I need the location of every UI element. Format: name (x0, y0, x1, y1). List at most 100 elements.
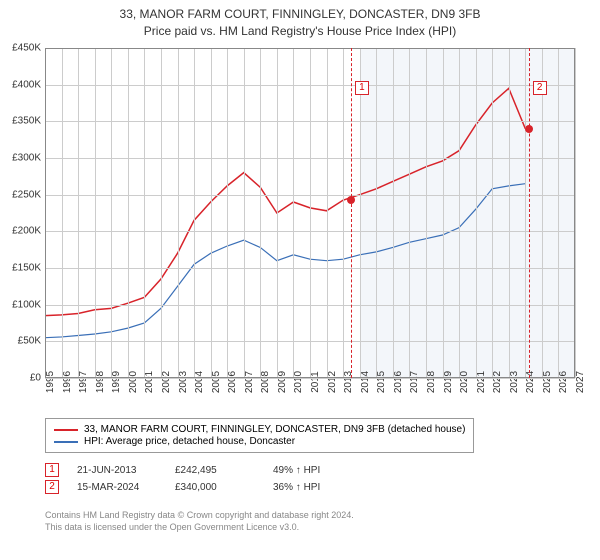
x-tick-label: 2024 (525, 371, 536, 393)
grid-horizontal (45, 268, 575, 269)
sale-dot (347, 196, 355, 204)
grid-vertical (111, 48, 112, 378)
y-tick-label: £450K (12, 43, 41, 54)
grid-horizontal (45, 305, 575, 306)
x-tick-label: 2021 (476, 371, 487, 393)
x-tick-label: 2005 (211, 371, 222, 393)
x-tick-label: 2022 (492, 371, 503, 393)
legend-swatch (54, 441, 78, 443)
grid-vertical (62, 48, 63, 378)
x-tick-label: 1997 (78, 371, 89, 393)
footer-line-1: Contains HM Land Registry data © Crown c… (45, 510, 354, 522)
title-line-1: 33, MANOR FARM COURT, FINNINGLEY, DONCAS… (0, 6, 600, 23)
legend-item: 33, MANOR FARM COURT, FINNINGLEY, DONCAS… (54, 424, 465, 435)
grid-vertical (525, 48, 526, 378)
x-tick-label: 2018 (426, 371, 437, 393)
x-tick-label: 2013 (343, 371, 354, 393)
grid-vertical (78, 48, 79, 378)
legend-swatch (54, 429, 78, 431)
legend-label: HPI: Average price, detached house, Donc… (84, 436, 295, 447)
x-tick-label: 2010 (293, 371, 304, 393)
x-tick-label: 2004 (194, 371, 205, 393)
x-tick-label: 2002 (161, 371, 172, 393)
grid-vertical (443, 48, 444, 378)
x-tick-label: 2019 (443, 371, 454, 393)
x-tick-label: 2016 (393, 371, 404, 393)
grid-horizontal (45, 378, 575, 379)
legend-item: HPI: Average price, detached house, Donc… (54, 436, 465, 447)
x-tick-label: 2023 (509, 371, 520, 393)
grid-horizontal (45, 85, 575, 86)
x-tick-label: 2026 (558, 371, 569, 393)
grid-vertical (95, 48, 96, 378)
x-tick-label: 2015 (376, 371, 387, 393)
footer-attribution: Contains HM Land Registry data © Crown c… (45, 510, 354, 533)
grid-vertical (327, 48, 328, 378)
sale-price: £340,000 (175, 482, 255, 493)
x-tick-label: 1999 (111, 371, 122, 393)
grid-vertical (360, 48, 361, 378)
x-tick-label: 2009 (277, 371, 288, 393)
price-chart: 1995199619971998199920002001200220032004… (45, 48, 575, 378)
reference-line (529, 48, 530, 378)
sale-row-marker: 1 (45, 463, 59, 477)
reference-marker: 1 (355, 81, 369, 95)
x-tick-label: 2011 (310, 371, 321, 393)
y-tick-label: £350K (12, 116, 41, 127)
sale-row: 215-MAR-2024£340,00036% ↑ HPI (45, 480, 353, 494)
grid-vertical (409, 48, 410, 378)
sale-date: 21-JUN-2013 (77, 465, 157, 476)
sale-row: 1 21-JUN-2013 £242,495 49% ↑ HPI (45, 463, 353, 477)
grid-vertical (144, 48, 145, 378)
grid-vertical (492, 48, 493, 378)
x-tick-label: 2020 (459, 371, 470, 393)
grid-horizontal (45, 341, 575, 342)
y-tick-label: £400K (12, 79, 41, 90)
x-tick-label: 2006 (227, 371, 238, 393)
x-tick-label: 2003 (178, 371, 189, 393)
grid-vertical (376, 48, 377, 378)
chart-title-block: 33, MANOR FARM COURT, FINNINGLEY, DONCAS… (0, 0, 600, 40)
x-tick-label: 2008 (260, 371, 271, 393)
y-tick-label: £100K (12, 299, 41, 310)
grid-horizontal (45, 121, 575, 122)
sale-data-rows: 121-JUN-2013£242,49549% ↑ HPI215-MAR-202… (45, 460, 353, 497)
grid-vertical (542, 48, 543, 378)
legend: 33, MANOR FARM COURT, FINNINGLEY, DONCAS… (45, 418, 474, 453)
grid-vertical (476, 48, 477, 378)
x-tick-label: 2012 (327, 371, 338, 393)
sale-dot (525, 125, 533, 133)
grid-vertical (45, 48, 46, 378)
grid-horizontal (45, 158, 575, 159)
x-tick-label: 2027 (575, 371, 586, 393)
x-tick-label: 2014 (360, 371, 371, 393)
series-price (45, 88, 525, 315)
y-tick-label: £0 (30, 373, 41, 384)
x-tick-label: 2001 (144, 371, 155, 393)
grid-vertical (128, 48, 129, 378)
footer-line-2: This data is licensed under the Open Gov… (45, 522, 354, 534)
grid-vertical (293, 48, 294, 378)
grid-vertical (260, 48, 261, 378)
grid-vertical (575, 48, 576, 378)
grid-vertical (459, 48, 460, 378)
sale-price: £242,495 (175, 465, 255, 476)
grid-vertical (310, 48, 311, 378)
sale-delta: 36% ↑ HPI (273, 482, 353, 493)
y-tick-label: £50K (18, 336, 41, 347)
legend-label: 33, MANOR FARM COURT, FINNINGLEY, DONCAS… (84, 424, 465, 435)
grid-vertical (227, 48, 228, 378)
reference-line (351, 48, 352, 378)
grid-vertical (343, 48, 344, 378)
grid-vertical (178, 48, 179, 378)
grid-vertical (244, 48, 245, 378)
grid-horizontal (45, 48, 575, 49)
x-tick-label: 2025 (542, 371, 553, 393)
x-tick-label: 1996 (62, 371, 73, 393)
title-line-2: Price paid vs. HM Land Registry's House … (0, 23, 600, 40)
grid-vertical (558, 48, 559, 378)
sale-row-marker: 2 (45, 480, 59, 494)
sale-delta: 49% ↑ HPI (273, 465, 353, 476)
y-tick-label: £300K (12, 153, 41, 164)
grid-horizontal (45, 231, 575, 232)
